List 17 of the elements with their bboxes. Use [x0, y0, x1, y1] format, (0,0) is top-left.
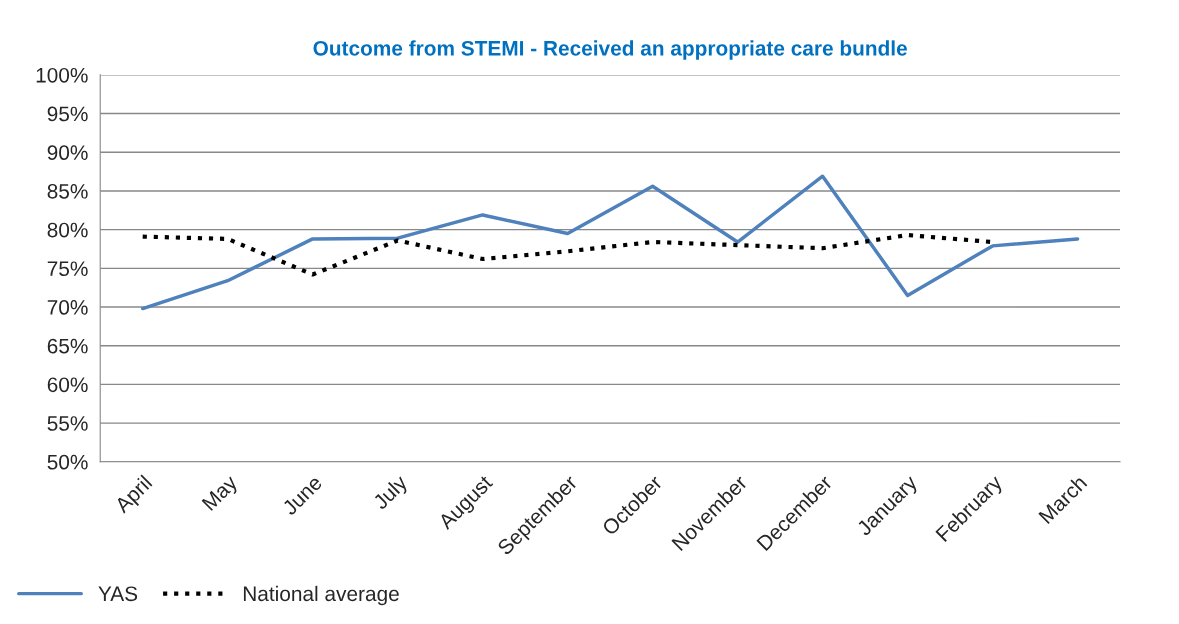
y-tick-label: 95% — [47, 106, 88, 122]
legend-label: YAS — [98, 586, 138, 602]
y-tick-label: 60% — [47, 377, 88, 393]
line-series — [140, 174, 1080, 311]
legend-label: National average — [243, 585, 399, 606]
y-tick-label: 75% — [47, 261, 88, 277]
y-tick-label: 65% — [47, 338, 88, 354]
y-tick-label: 50% — [47, 454, 88, 470]
x-tick-label: May — [201, 474, 242, 514]
x-tick-label: July — [371, 473, 412, 514]
y-tick-label: 80% — [47, 222, 88, 238]
y-tick-label: 90% — [47, 145, 88, 161]
y-tick-label: 100% — [36, 67, 88, 83]
y-tick-label: 85% — [47, 183, 88, 199]
y-tick-label: 70% — [47, 300, 88, 315]
chart-title: Outcome from STEMI - Received an appropriate care bundle — [313, 40, 907, 60]
y-tick-label: 55% — [47, 416, 88, 431]
